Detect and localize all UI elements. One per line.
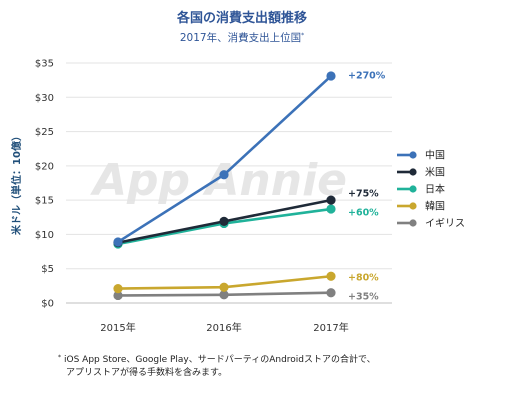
legend-swatch-dot bbox=[409, 185, 417, 193]
legend-swatch-dot bbox=[409, 202, 417, 210]
end-labels: +270% +75% +60% +80% +35% bbox=[348, 71, 386, 303]
y-tick-label: $35 bbox=[35, 59, 54, 70]
y-tick-label: $25 bbox=[35, 127, 54, 138]
data-point bbox=[326, 271, 336, 281]
end-label: +75% bbox=[348, 189, 379, 200]
legend-label: 中国 bbox=[425, 149, 445, 162]
x-tick-label: 2017年 bbox=[313, 321, 348, 334]
data-point bbox=[113, 237, 123, 247]
data-point bbox=[326, 195, 336, 205]
end-label: +270% bbox=[348, 71, 386, 82]
x-axis-ticks: 2015年 2016年 2017年 bbox=[100, 321, 348, 334]
end-label: +80% bbox=[348, 273, 379, 284]
data-point bbox=[219, 282, 229, 292]
data-point bbox=[113, 290, 123, 301]
data-point bbox=[219, 216, 229, 226]
end-label: +35% bbox=[348, 292, 379, 303]
y-tick-label: $10 bbox=[35, 230, 54, 241]
data-point bbox=[326, 71, 336, 81]
x-tick-label: 2016年 bbox=[206, 321, 241, 334]
legend-swatch-dot bbox=[409, 151, 417, 159]
data-point bbox=[219, 170, 229, 180]
chart-title: 各国の消費支出額推移 bbox=[176, 10, 307, 26]
x-tick-label: 2015年 bbox=[100, 321, 135, 334]
end-label: +60% bbox=[348, 208, 379, 219]
legend-swatch-dot bbox=[409, 219, 417, 227]
y-tick-label: $15 bbox=[35, 196, 54, 207]
y-tick-label: $30 bbox=[35, 93, 54, 104]
series bbox=[113, 71, 336, 301]
grid bbox=[66, 62, 392, 304]
footnote-line-2: アプリストアが得る手数料を含みます。 bbox=[66, 366, 227, 378]
y-tick-label: $5 bbox=[41, 264, 54, 275]
data-point bbox=[113, 284, 123, 294]
watermark: App Annie bbox=[90, 155, 347, 206]
legend-label: 日本 bbox=[425, 183, 445, 196]
chart-subtitle: 2017年、消費支出上位国* bbox=[180, 31, 304, 44]
footnote: * iOS App Store、Google Play、サードパーティのAndro… bbox=[58, 353, 376, 378]
data-point bbox=[326, 204, 336, 214]
y-axis-label: 米ドル（単位：10億） bbox=[10, 131, 23, 235]
data-point bbox=[326, 288, 336, 298]
data-point bbox=[219, 290, 229, 300]
legend-label: 米国 bbox=[425, 166, 445, 179]
legend-label: イギリス bbox=[425, 218, 465, 230]
y-tick-label: $0 bbox=[41, 299, 54, 310]
legend-swatch-dot bbox=[409, 168, 417, 176]
footnote-line-1: * iOS App Store、Google Play、サードパーティのAndro… bbox=[58, 353, 376, 365]
y-axis-ticks: $0 $5 $10 $15 $20 $25 $30 $35 bbox=[35, 59, 54, 310]
y-tick-label: $20 bbox=[35, 161, 54, 172]
legend-label: 韓国 bbox=[425, 201, 445, 213]
